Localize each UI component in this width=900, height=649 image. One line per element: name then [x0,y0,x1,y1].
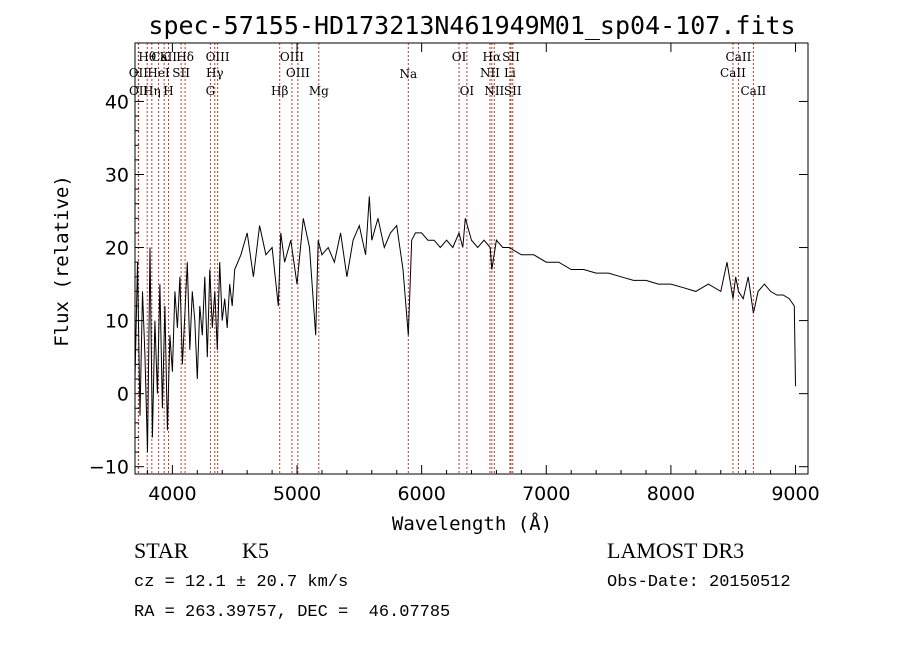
spectral-line-label: H [163,84,173,98]
spectral-line-label: CaII [720,66,746,80]
spectral-line-label: HeI [147,66,170,80]
x-tick-label: 4000 [148,483,196,505]
x-axis-label: Wavelength (Å) [392,512,552,535]
coordinates: RA = 263.39757, DEC = 46.07785 [134,603,451,622]
x-tick-label: 7000 [522,483,570,505]
y-axis-label: Flux (relative) [51,175,73,347]
y-tick-label: 20 [105,238,129,260]
x-tick-label: 9000 [771,483,819,505]
y-tick-label: 40 [105,91,129,113]
x-tick-label: 8000 [647,483,695,505]
spectral-line-label: NII [484,84,504,98]
spectral-line-label: OII [129,66,149,80]
spectral-line-label: Hγ [206,66,224,80]
survey-name: LAMOST DR3 [607,538,745,563]
spectral-line-label: SII [502,50,520,64]
spectral-line-label: Hβ [271,84,288,98]
x-tick-label: 6000 [397,483,445,505]
observation-date: Obs-Date: 20150512 [607,573,791,592]
flux-series-line [134,196,796,453]
y-axis-ticks: −10 0 10 20 30 40 [89,71,808,479]
x-axis-ticks: 4000 5000 6000 7000 8000 9000 [146,43,820,505]
spectral-line-label: Hδ [176,50,194,64]
spectral-line-label: NII [480,66,500,80]
spectral-line-label: OI [460,84,475,98]
spectral-line-label: SII [504,84,522,98]
plot-frame [134,42,809,475]
spectral-line-markers [137,43,754,474]
spectral-line-label: Hθ [138,50,156,64]
spectral-line-label: OIII [280,50,304,64]
spectral-subclass: K5 [242,538,269,563]
spectral-line-label: Li [504,66,516,80]
spectral-line-label: Mg [309,84,329,98]
radial-velocity: cz = 12.1 ± 20.7 km/s [134,573,349,592]
spectral-line-label: Na [399,67,417,81]
y-tick-label: 0 [117,384,129,406]
y-tick-label: 30 [105,164,129,186]
object-class: STAR [134,538,189,563]
y-tick-label: −10 [89,457,129,479]
spectral-line-label: Hη [143,84,161,98]
chart-title: spec-57155-HD173213N461949M01_sp04-107.f… [148,11,795,40]
spectral-line-label: OIII [206,50,230,64]
spectral-line-label: Hα [483,50,502,64]
y-tick-label: 10 [105,311,129,333]
spectral-line-label: OI [452,50,467,64]
spectral-line-label: K [160,50,170,64]
spectral-line-label: OII [129,84,149,98]
spectral-line-label: SII [172,66,190,80]
spectral-line-label: OIII [286,66,310,80]
spectral-line-label: CaII [151,50,177,64]
spectral-line-label: G [206,84,216,98]
x-tick-label: 5000 [273,483,321,505]
spectral-line-label: CaII [726,50,752,64]
spectral-line-label: CaII [740,84,766,98]
